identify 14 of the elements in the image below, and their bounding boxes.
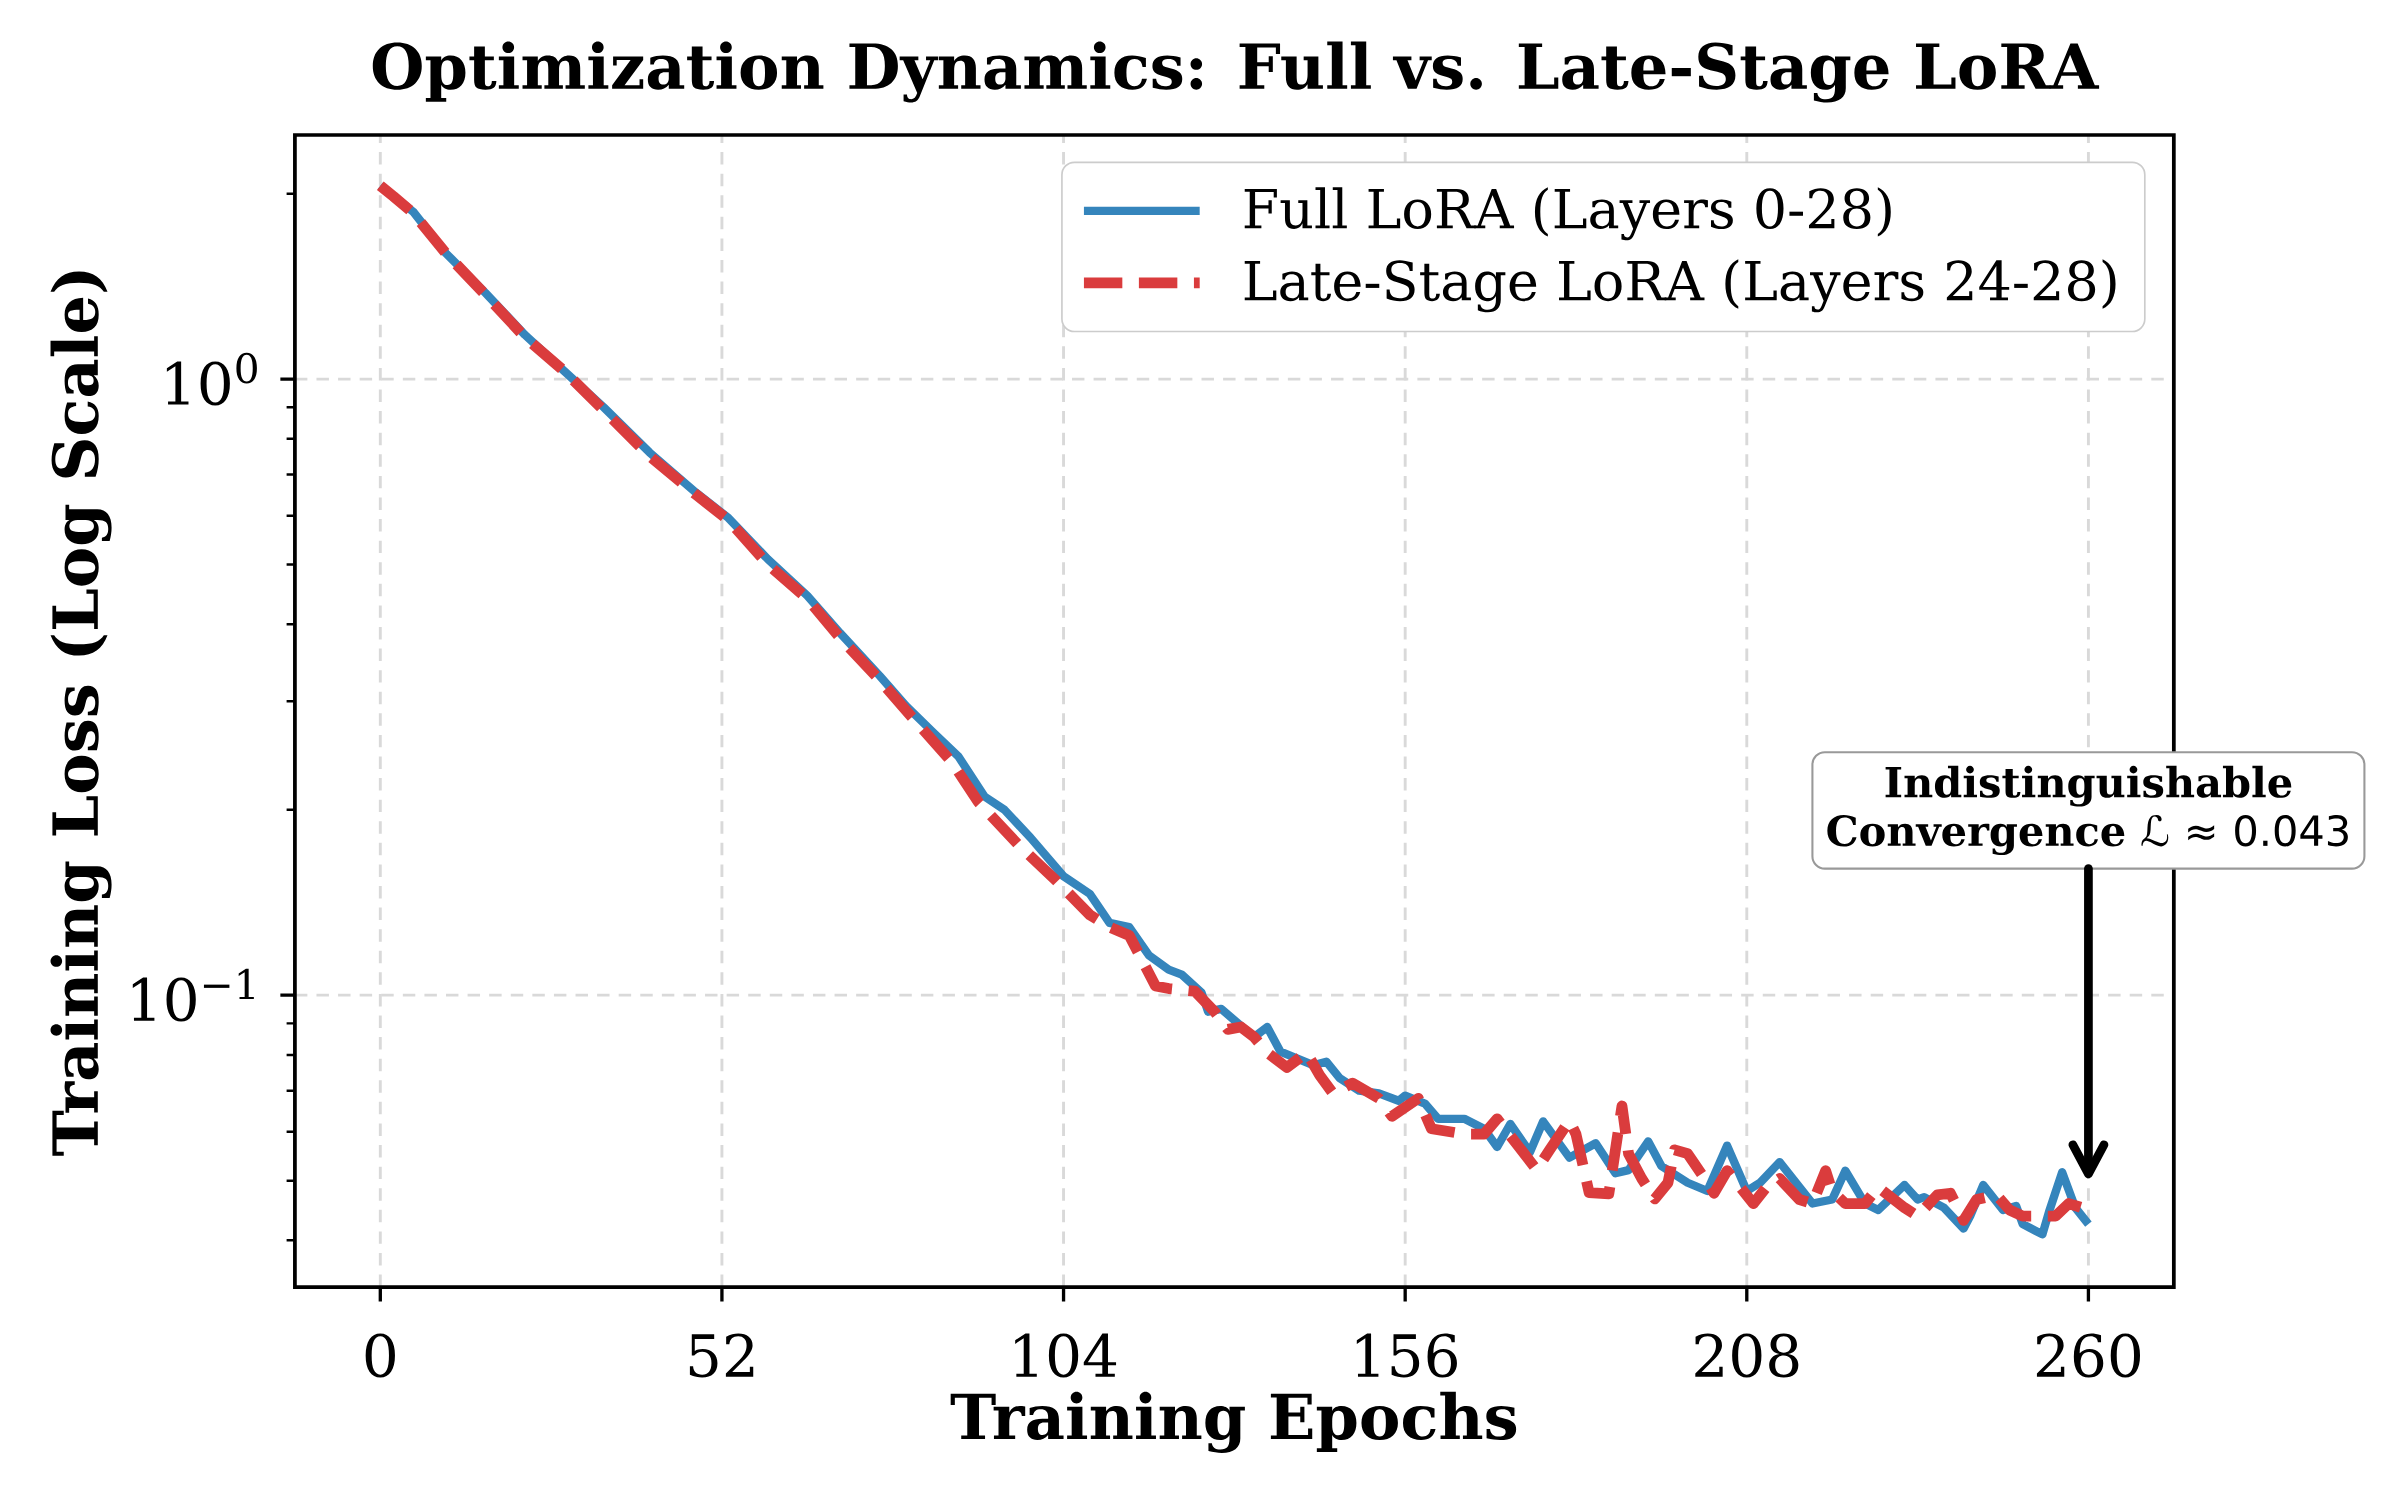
x-tick-label: 52 [689, 1333, 754, 1378]
legend-label: Full LoRA (Layers 0-28) [1244, 187, 1891, 241]
y-tick-label: 10$^{0}$ [166, 352, 257, 406]
y-tick-label: 10$^{−1}$ [132, 968, 254, 1022]
x-tick-label: 0 [365, 1333, 395, 1378]
chart-title: Optimization Dynamics: Full vs. Late-Stage LoRA [372, 41, 2100, 103]
x-axis-title: Training Epochs [950, 1391, 1517, 1453]
annotation: Indistinguishable Convergence ℒ ≈ 0.043 [1827, 765, 2348, 856]
x-tick-label: 260 [2036, 1333, 2141, 1378]
x-tick-label: 104 [1015, 1333, 1117, 1378]
y-axis-title: Training Loss (Log Scale) [50, 271, 112, 1156]
x-tick-label: 208 [1695, 1333, 1799, 1378]
x-tick-label: 156 [1356, 1333, 1457, 1378]
legend-label: Late-Stage LoRA (Layers 24-28) [1244, 259, 2116, 313]
